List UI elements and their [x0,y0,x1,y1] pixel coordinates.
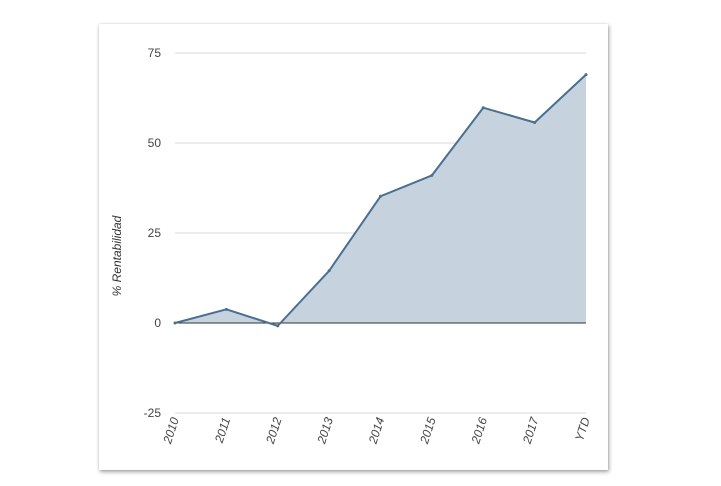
x-tick-label: 2014 [365,415,387,446]
data-point [430,173,434,177]
data-point [584,73,588,77]
y-tick-label: -25 [144,406,162,420]
x-tick-label: 2013 [314,415,336,446]
chart-card: -25 0 25 50 75 2010 2011 2012 2013 2014 2015 2016 2… [99,24,608,470]
x-tick-label: 2016 [468,415,490,446]
data-point [327,269,331,273]
x-tick-label: 2012 [263,415,285,446]
y-tick-label: 0 [154,316,161,330]
area-layer [173,73,588,328]
x-tick-label: 2015 [417,415,439,446]
y-tick-label: 25 [148,226,162,240]
y-axis-ticks: -25 0 25 50 75 [144,46,162,420]
x-axis-ticks: 2010 2011 2012 2013 2014 2015 2016 2017 YTD [160,414,593,446]
y-axis-label: % Rentabilidad [110,215,124,296]
x-tick-label: YTD [572,415,593,442]
y-tick-label: 75 [148,46,162,60]
data-point [481,106,485,110]
data-point [173,321,177,325]
data-point [379,194,382,198]
data-point [533,120,537,124]
y-tick-label: 50 [148,136,162,150]
x-tick-label: 2017 [520,414,542,446]
x-tick-label: 2011 [212,416,234,446]
data-point [224,307,228,311]
data-point [276,324,280,328]
series-area [175,74,586,326]
x-tick-label: 2010 [160,415,182,446]
